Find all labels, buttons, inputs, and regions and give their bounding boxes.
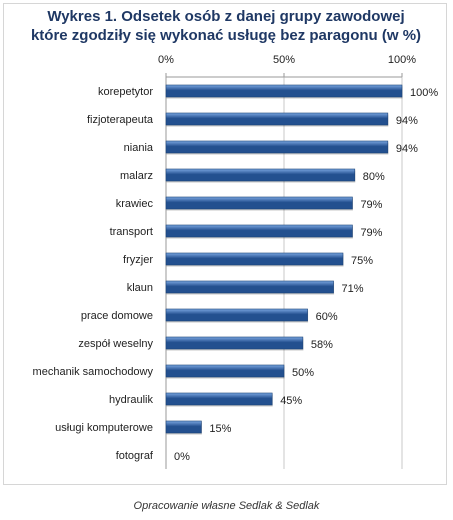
data-label: 58%	[311, 339, 333, 351]
bar	[165, 252, 344, 266]
chart-title-line-1: Wykres 1. Odsetek osób z danej grupy zaw…	[47, 8, 405, 25]
data-label: 75%	[351, 255, 373, 267]
source-note: Opracowanie własne Sedlak & Sedlak	[133, 500, 320, 512]
chart-title: Wykres 1. Odsetek osób z danej grupy zaw…	[4, 7, 448, 45]
data-label: 0%	[174, 451, 190, 463]
category-labels: korepetytor fizjoterapeuta niania malarz kra…	[33, 86, 154, 462]
category-label: fizjoterapeuta	[87, 114, 154, 126]
data-label: 94%	[396, 115, 418, 127]
bar	[165, 112, 389, 126]
category-label: fotograf	[116, 450, 154, 462]
bar	[165, 420, 202, 434]
data-label: 50%	[292, 367, 314, 379]
category-label: fryzjer	[123, 254, 153, 266]
data-label: 79%	[360, 199, 382, 211]
category-label: zespół weselny	[78, 338, 153, 350]
category-label: krawiec	[116, 198, 154, 210]
value-labels: 100% 94% 94% 80% 79% 79% 75% 71% 60% 58% 50% 45% 15%…	[174, 87, 438, 463]
category-label: klaun	[127, 282, 153, 294]
bar	[165, 280, 334, 294]
data-label: 80%	[363, 171, 385, 183]
bar	[165, 140, 389, 154]
category-label: mechanik samochodowy	[33, 366, 154, 378]
bar-chart: 0% 50% 100% korepetytor fizjoterapeuta niani…	[33, 54, 438, 469]
bars	[165, 84, 403, 435]
x-tick-label: 0%	[158, 54, 174, 66]
category-label: malarz	[120, 170, 153, 182]
bar	[165, 392, 273, 406]
category-label: korepetytor	[98, 86, 153, 98]
category-label: hydraulik	[109, 394, 154, 406]
bar	[165, 336, 304, 350]
data-label: 79%	[360, 227, 382, 239]
chart-title-line-2: które zgodziły się wykonać usługę bez pa…	[30, 27, 422, 44]
category-label: transport	[110, 226, 153, 238]
x-tick-label: 100%	[388, 54, 416, 66]
data-label: 71%	[342, 283, 364, 295]
bar	[165, 84, 403, 98]
bar	[165, 364, 285, 378]
x-tick-label: 50%	[273, 54, 295, 66]
x-axis-ticks: 0% 50% 100%	[158, 54, 416, 66]
bar	[165, 308, 308, 322]
bar	[165, 224, 353, 238]
data-label: 100%	[410, 87, 438, 99]
data-label: 94%	[396, 143, 418, 155]
category-label: niania	[124, 142, 154, 154]
data-label: 45%	[280, 395, 302, 407]
bar	[165, 168, 356, 182]
category-label: usługi komputerowe	[55, 422, 153, 434]
data-label: 60%	[316, 311, 338, 323]
gridlines	[165, 73, 403, 469]
bar	[165, 196, 353, 210]
data-label: 15%	[209, 423, 231, 435]
category-label: prace domowe	[81, 310, 153, 322]
